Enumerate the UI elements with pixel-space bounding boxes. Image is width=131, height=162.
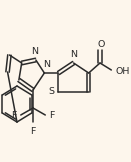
Text: F: F [12,110,17,120]
Text: N: N [31,47,38,56]
Text: N: N [70,50,77,59]
Text: N: N [43,60,50,69]
Text: OH: OH [115,66,129,75]
Text: F: F [30,127,36,136]
Text: S: S [49,87,55,97]
Text: O: O [97,40,105,49]
Text: F: F [49,110,54,120]
